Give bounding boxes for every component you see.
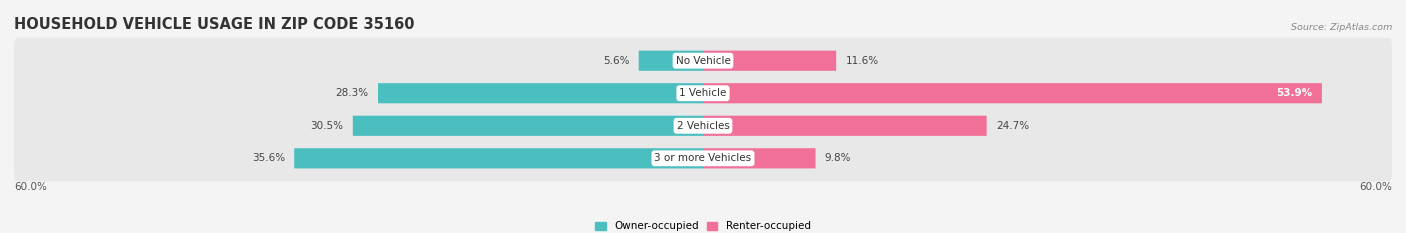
Text: 5.6%: 5.6% [603,56,630,66]
Text: 60.0%: 60.0% [14,182,46,192]
Text: 30.5%: 30.5% [311,121,343,131]
Text: 9.8%: 9.8% [825,153,851,163]
Legend: Owner-occupied, Renter-occupied: Owner-occupied, Renter-occupied [595,221,811,231]
Text: HOUSEHOLD VEHICLE USAGE IN ZIP CODE 35160: HOUSEHOLD VEHICLE USAGE IN ZIP CODE 3516… [14,17,415,31]
Text: 35.6%: 35.6% [252,153,285,163]
Text: 2 Vehicles: 2 Vehicles [676,121,730,131]
Text: 11.6%: 11.6% [845,56,879,66]
FancyBboxPatch shape [294,148,703,168]
Text: 60.0%: 60.0% [1360,182,1392,192]
FancyBboxPatch shape [14,70,1392,116]
Text: 53.9%: 53.9% [1277,88,1313,98]
Text: Source: ZipAtlas.com: Source: ZipAtlas.com [1291,23,1392,31]
FancyBboxPatch shape [353,116,703,136]
Text: 24.7%: 24.7% [995,121,1029,131]
FancyBboxPatch shape [703,51,837,71]
FancyBboxPatch shape [638,51,703,71]
Text: 3 or more Vehicles: 3 or more Vehicles [654,153,752,163]
Text: No Vehicle: No Vehicle [675,56,731,66]
FancyBboxPatch shape [14,103,1392,149]
Text: 1 Vehicle: 1 Vehicle [679,88,727,98]
Text: 28.3%: 28.3% [336,88,368,98]
FancyBboxPatch shape [703,83,1322,103]
FancyBboxPatch shape [703,148,815,168]
FancyBboxPatch shape [14,38,1392,84]
FancyBboxPatch shape [14,135,1392,182]
FancyBboxPatch shape [703,116,987,136]
FancyBboxPatch shape [378,83,703,103]
